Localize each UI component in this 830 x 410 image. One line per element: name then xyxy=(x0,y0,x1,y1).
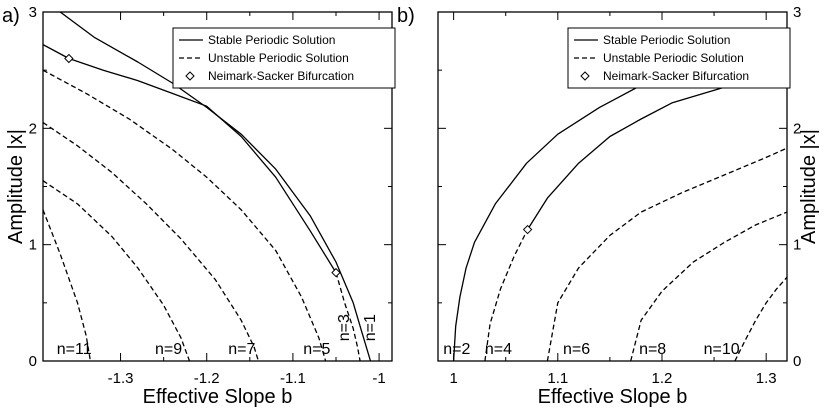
curve-n11-dashed xyxy=(43,209,92,361)
x-tick-label: -1.1 xyxy=(280,370,306,387)
curve-label: n=7 xyxy=(228,341,255,358)
curve-label: n=5 xyxy=(303,341,330,358)
panel-label: b) xyxy=(397,5,415,27)
y-tick-label: 2 xyxy=(793,120,801,137)
legend: Stable Periodic Solution Unstable Periodi… xyxy=(567,27,791,89)
legend-diamond-icon xyxy=(185,71,195,81)
curve-n7-dashed xyxy=(43,121,260,361)
x-tick-label: 1.1 xyxy=(547,370,568,387)
legend: Stable Periodic Solution Unstable Periodi… xyxy=(172,27,396,89)
bifurcation-marker xyxy=(64,53,74,64)
legend-entry-label: Neimark-Sacker Bifurcation xyxy=(208,69,354,83)
y-axis-title: Amplitude |x| xyxy=(5,129,27,244)
legend-entry-label: Neimark-Sacker Bifurcation xyxy=(603,69,749,83)
x-axis-title: Effective Slope b xyxy=(538,386,688,408)
bifurcation-marker xyxy=(522,224,533,235)
x-tick-label: -1.2 xyxy=(194,370,220,387)
curve-n8-dashed xyxy=(630,211,787,361)
panel-a: -1.3 -1.2 -1.1 -1 0 1 2 3 Effective Slope b Ampli… xyxy=(2,4,396,408)
x-tick-label: 1.3 xyxy=(756,370,777,387)
y-tick-label: 3 xyxy=(793,4,801,21)
x-tick-label: 1 xyxy=(449,370,457,387)
curve-label: n=10 xyxy=(704,341,740,358)
y-tick-label: 3 xyxy=(29,4,37,21)
curve-n3_stable-solid xyxy=(43,44,337,273)
x-tick-label: -1 xyxy=(372,370,385,387)
y-tick-label: 0 xyxy=(793,353,801,370)
curve-label: n=8 xyxy=(639,341,666,358)
curve-n4_unstable-dashed xyxy=(484,229,529,361)
legend-entry-label: Stable Periodic Solution xyxy=(208,33,335,47)
curve-n3_unstable-dashed xyxy=(335,272,361,361)
y-tick-label: 1 xyxy=(793,237,801,254)
y-axis-title: Amplitude |x| xyxy=(798,129,820,244)
curve-n9-dashed xyxy=(43,180,191,361)
curves xyxy=(452,40,787,361)
curve-label: n=9 xyxy=(155,341,182,358)
x-axis-title: Effective Slope b xyxy=(143,386,293,408)
curve-label: n=11 xyxy=(57,341,92,358)
x-tick-label: 1.2 xyxy=(652,370,673,387)
curves xyxy=(43,12,372,361)
bifurcation-marker xyxy=(331,267,341,278)
panel-b: 1 1.1 1.2 1.3 0 1 2 3 Effective Slope b Amplitude… xyxy=(397,4,820,408)
curve-label: n=1 xyxy=(362,314,379,341)
legend-entry-label: Stable Periodic Solution xyxy=(603,33,730,47)
curve-label: n=3 xyxy=(336,314,353,341)
y-tick-label: 2 xyxy=(29,120,37,137)
legend-entry-label: Unstable Periodic Solution xyxy=(603,51,744,65)
curve-label: n=6 xyxy=(563,341,590,358)
curve-label: n=2 xyxy=(443,341,470,358)
y-tick-label: 1 xyxy=(29,237,37,254)
legend-box xyxy=(172,27,396,89)
x-tick-label: -1.3 xyxy=(108,370,134,387)
legend-entry-label: Unstable Periodic Solution xyxy=(208,51,349,65)
curve-n6-dashed xyxy=(546,147,787,361)
curve-n10-dashed xyxy=(734,276,787,361)
curve-n5-dashed xyxy=(43,69,327,361)
legend-diamond-icon xyxy=(580,71,590,81)
curve-n2-solid xyxy=(452,40,787,361)
curve-label: n=4 xyxy=(485,341,512,358)
legend-box xyxy=(567,27,791,89)
panel-label: a) xyxy=(2,5,20,27)
curve-n1-solid xyxy=(59,12,372,361)
y-tick-label: 0 xyxy=(29,353,37,370)
